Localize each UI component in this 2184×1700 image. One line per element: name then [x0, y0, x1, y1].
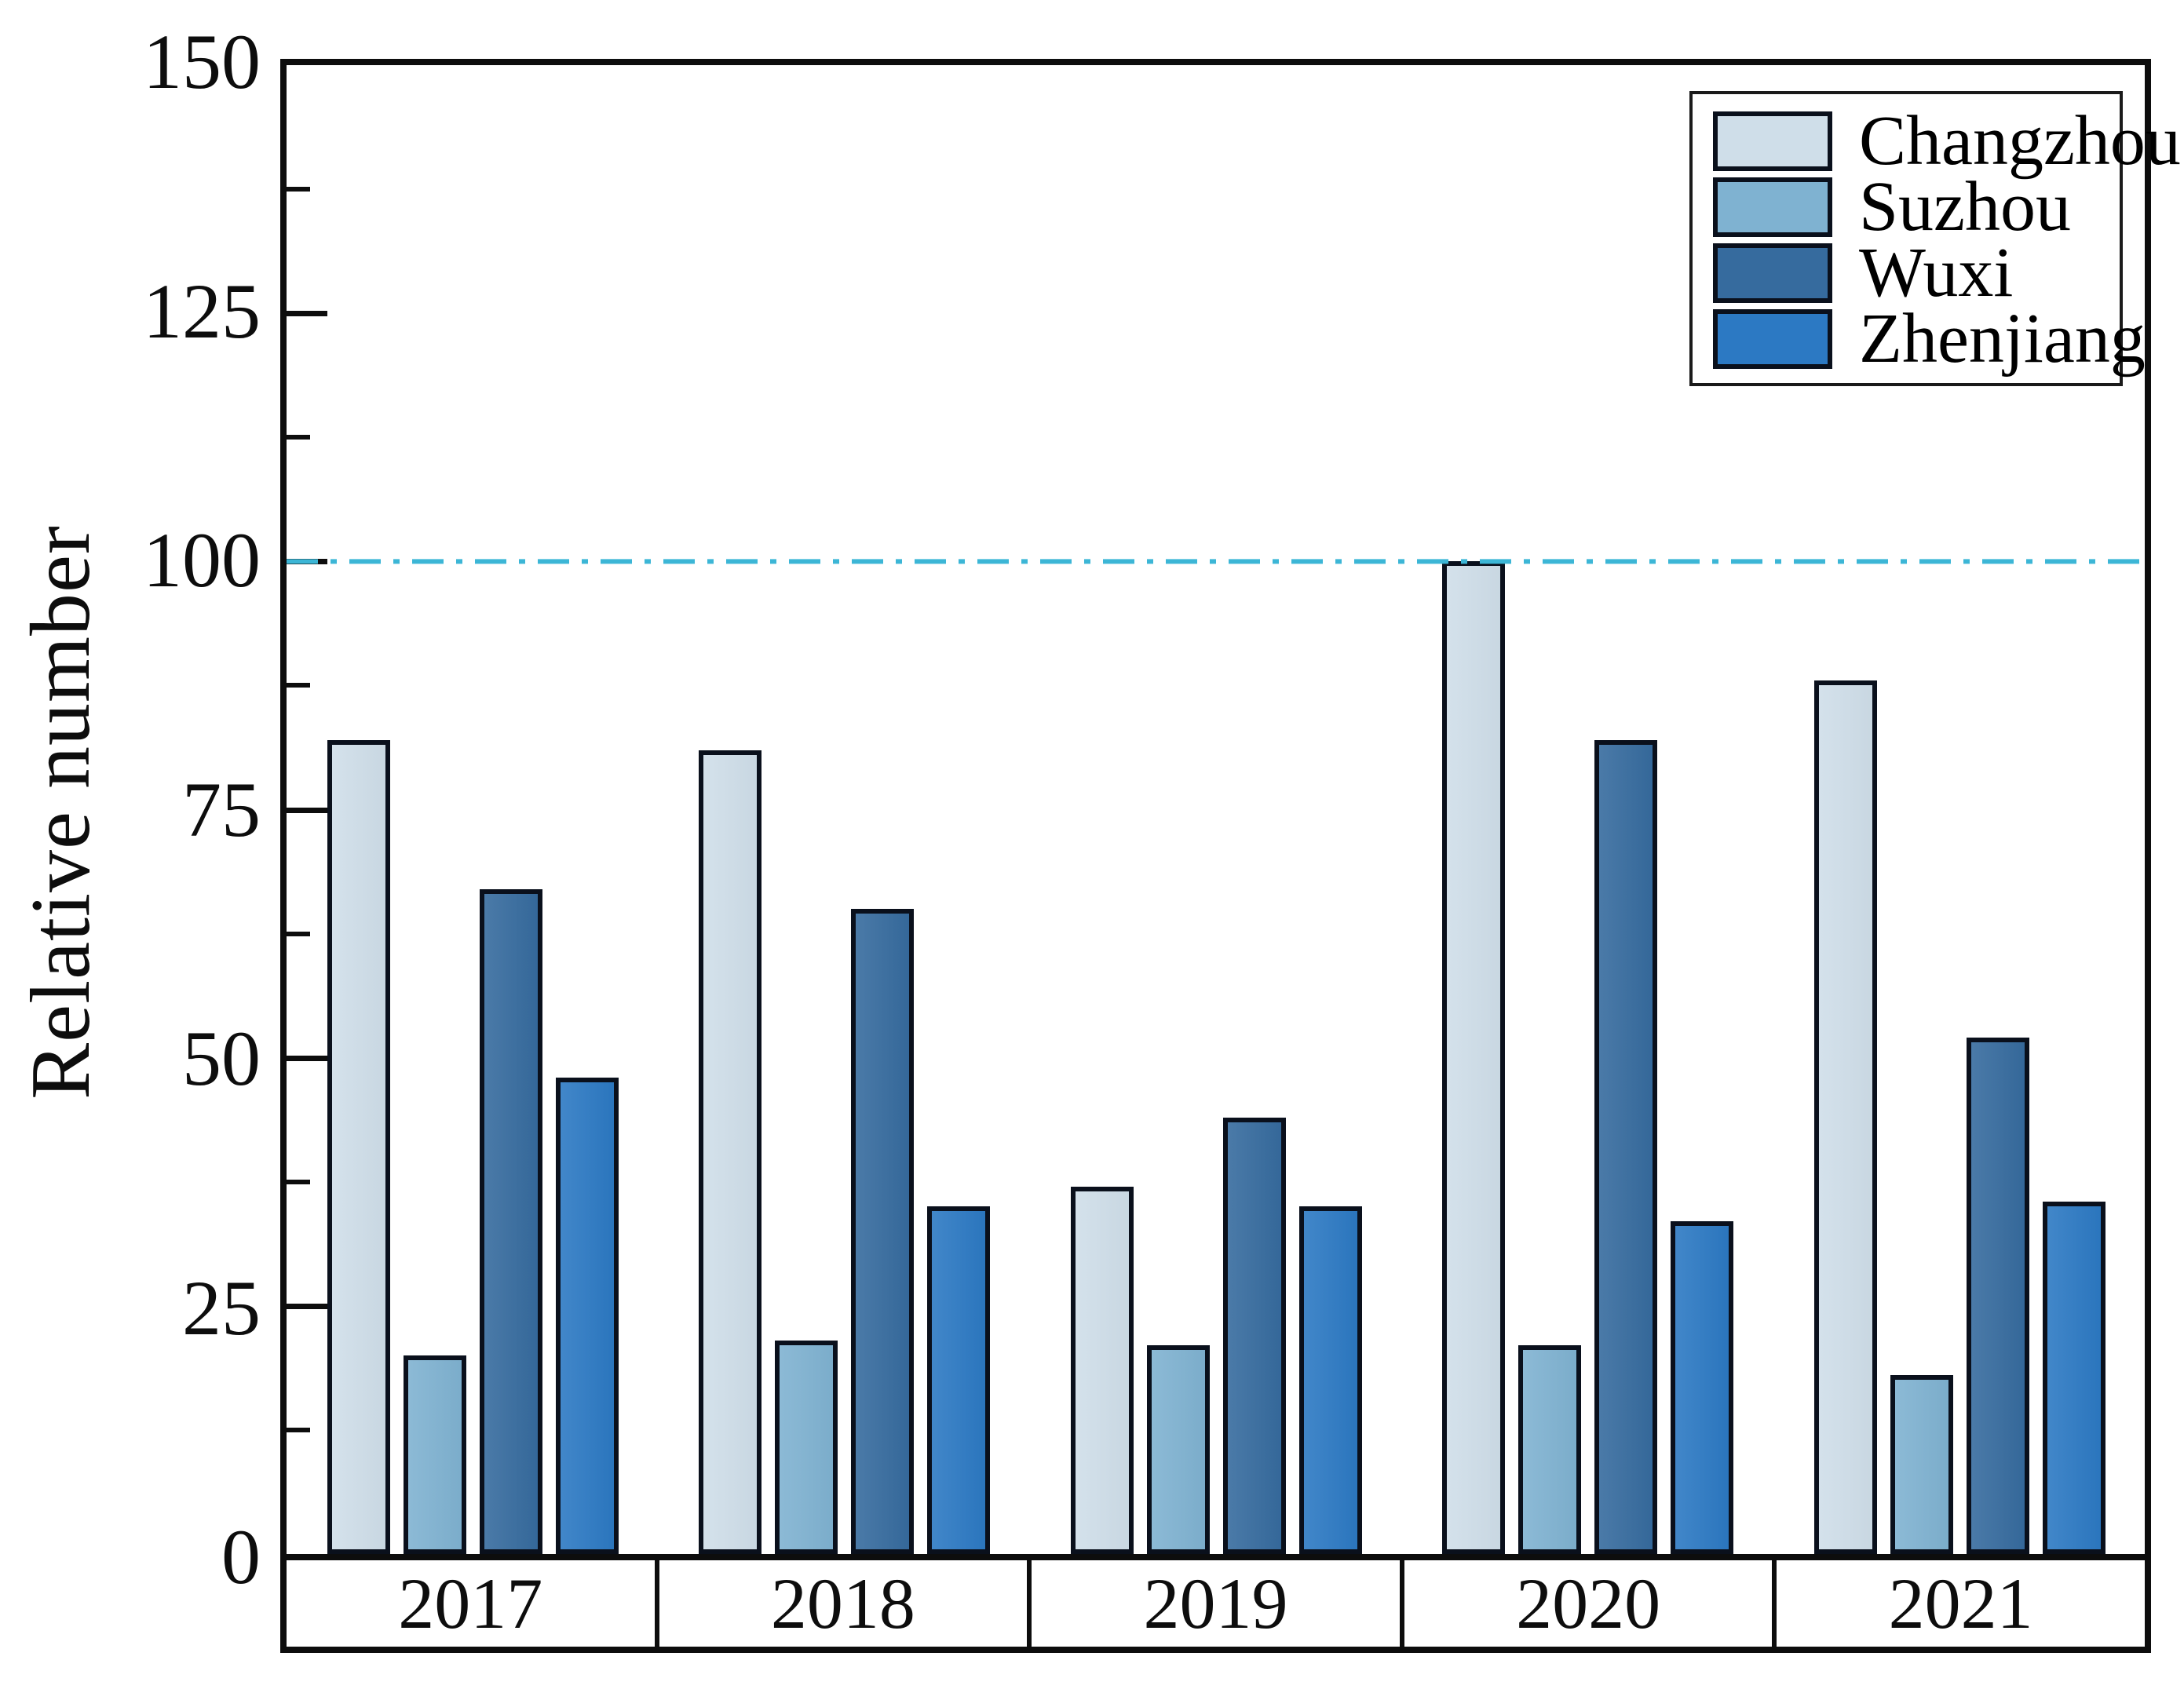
y-minor-tick-12.5 — [287, 1428, 310, 1432]
y-major-tick-50 — [287, 1056, 327, 1061]
y-tick-label-150: 150 — [143, 18, 261, 105]
x-category-2020: 2020 — [1404, 1560, 1777, 1647]
bar-suzhou-2020 — [1518, 1345, 1581, 1554]
bar-zhenjiang-2021 — [2043, 1202, 2105, 1554]
bar-zhenjiang-2017 — [556, 1078, 619, 1554]
bar-suzhou-2018 — [775, 1341, 838, 1554]
y-tick-label-125: 125 — [143, 268, 261, 355]
legend-item-changzhou: Changzhou — [1713, 106, 2181, 177]
bar-changzhou-2020 — [1442, 561, 1505, 1554]
bar-wuxi-2020 — [1594, 740, 1657, 1554]
legend-item-zhenjiang: Zhenjiang — [1713, 304, 2146, 374]
bar-wuxi-2019 — [1223, 1118, 1286, 1554]
y-tick-label-25: 25 — [182, 1264, 261, 1352]
y-minor-tick-112.5 — [287, 435, 310, 440]
x-category-2021: 2021 — [1888, 1563, 2033, 1643]
x-category-2018: 2018 — [659, 1560, 1032, 1647]
bar-wuxi-2018 — [851, 909, 914, 1554]
y-tick-label-0: 0 — [221, 1513, 261, 1600]
legend-swatch-zhenjiang — [1713, 309, 1832, 369]
x-category-2019: 2019 — [1032, 1560, 1404, 1647]
bar-changzhou-2017 — [327, 740, 390, 1554]
legend-label-suzhou: Suzhou — [1859, 168, 2071, 246]
y-tick-label-100: 100 — [143, 516, 261, 604]
legend-item-wuxi: Wuxi — [1713, 234, 2112, 312]
bar-zhenjiang-2018 — [927, 1206, 990, 1554]
plot-inner — [287, 65, 2145, 1554]
bar-changzhou-2021 — [1814, 680, 1877, 1554]
bar-suzhou-2017 — [404, 1355, 466, 1554]
y-minor-tick-37.5 — [287, 1180, 310, 1184]
bar-changzhou-2018 — [699, 750, 761, 1554]
legend-label-zhenjiang: Zhenjiang — [1859, 300, 2146, 378]
x-axis-category-band: 2017 2018 2019 2020 2021 — [280, 1560, 2151, 1653]
y-major-tick-125 — [287, 311, 327, 316]
x-category-2017: 2017 — [287, 1560, 659, 1647]
y-minor-tick-87.5 — [287, 683, 310, 688]
y-tick-label-50: 50 — [182, 1015, 261, 1102]
bar-suzhou-2021 — [1890, 1375, 1953, 1554]
bar-suzhou-2019 — [1147, 1345, 1210, 1554]
y-minor-tick-137.5 — [287, 187, 310, 192]
reference-line-100 — [287, 559, 2145, 564]
bar-wuxi-2017 — [480, 889, 542, 1554]
bar-changzhou-2019 — [1071, 1187, 1134, 1554]
bar-wuxi-2021 — [1967, 1038, 2029, 1554]
legend: Changzhou Suzhou Wuxi Zhenjiang — [1689, 91, 2181, 386]
legend-swatch-wuxi — [1713, 243, 1832, 303]
y-tick-label-75: 75 — [182, 766, 261, 853]
legend-swatch-changzhou — [1713, 111, 1832, 171]
legend-label-changzhou: Changzhou — [1859, 102, 2181, 180]
legend-label-wuxi: Wuxi — [1859, 234, 2014, 312]
legend-swatch-suzhou — [1713, 177, 1832, 237]
y-minor-tick-62.5 — [287, 932, 310, 936]
legend-item-suzhou: Suzhou — [1713, 168, 2112, 246]
y-major-tick-25 — [287, 1304, 327, 1309]
bar-zhenjiang-2020 — [1671, 1221, 1733, 1554]
bar-zhenjiang-2019 — [1299, 1206, 1362, 1554]
y-major-tick-75 — [287, 808, 327, 813]
